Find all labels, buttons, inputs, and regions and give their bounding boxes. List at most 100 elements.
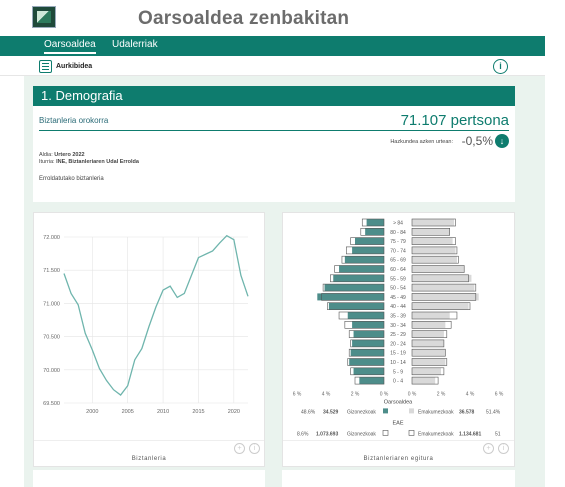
- female-bar: [412, 367, 441, 375]
- section-header: 1. Demografia: [33, 86, 515, 106]
- x-tick-label: 0 %: [380, 391, 389, 397]
- eae-male-outline: [338, 311, 385, 320]
- eae-female-outline: [411, 255, 459, 264]
- female-bar: [412, 330, 444, 338]
- eae-female-outline: [411, 283, 477, 292]
- female-bar: [412, 265, 465, 273]
- footer-label: Biztanleria: [131, 456, 167, 462]
- x-tick-label: 2000: [86, 409, 98, 415]
- app-logo[interactable]: [32, 6, 56, 28]
- female-bar: [412, 284, 475, 292]
- male-bar: [324, 284, 384, 292]
- age-group-label: 70 - 74: [390, 248, 406, 254]
- plus-icon[interactable]: +: [483, 443, 494, 454]
- age-group-label: 75 - 79: [390, 239, 406, 245]
- female-bar: [412, 358, 446, 366]
- male-bar: [353, 330, 384, 338]
- main-nav: Oarsoaldea Udalerriak: [0, 36, 545, 56]
- legend-count: 1.073.693: [316, 431, 338, 437]
- eae-male-outline: [350, 237, 385, 245]
- eae-female-outline: [411, 302, 471, 310]
- eae-female-outline: [411, 246, 458, 255]
- population-value: 71.107 pertsona: [400, 112, 509, 129]
- female-bar: [412, 302, 469, 310]
- eae-female-outline: [411, 237, 456, 245]
- age-group-label: 5 - 9: [393, 369, 403, 375]
- tab-udalerriak[interactable]: Udalerriak: [112, 39, 158, 50]
- arrow-down-icon: ↓: [495, 134, 509, 148]
- info-icon[interactable]: i: [493, 59, 508, 74]
- source-label: Iturria:: [39, 159, 55, 165]
- x-tick-label: 4 %: [466, 391, 475, 397]
- next-card-right: [282, 470, 515, 487]
- male-bar: [349, 358, 384, 366]
- list-icon: [39, 59, 52, 73]
- series-line: [63, 234, 249, 396]
- female-bar: [412, 293, 479, 301]
- age-group-label: 65 - 69: [390, 258, 406, 264]
- eae-male-outline: [330, 274, 385, 283]
- legend-label: Emakumezkoak: [418, 431, 454, 437]
- eae-male-outline: [354, 376, 385, 385]
- eae-female-outline: [411, 348, 446, 357]
- info-small-icon[interactable]: i: [249, 443, 260, 454]
- eae-female-outline: [411, 358, 448, 366]
- eae-male-outline: [334, 265, 385, 273]
- eae-male-outline: [321, 293, 385, 301]
- female-bar: [412, 274, 472, 282]
- female-bar: [412, 256, 457, 264]
- summary-button[interactable]: Aurkibidea: [39, 58, 92, 74]
- plus-icon[interactable]: +: [234, 443, 245, 454]
- eae-male-outline: [350, 339, 385, 348]
- legend-pct: 51: [495, 431, 501, 437]
- divider: [39, 130, 509, 131]
- population-label: Biztanleria orokorra: [39, 116, 109, 125]
- age-group-label: 45 - 49: [390, 295, 406, 301]
- eae-female-outline: [411, 218, 456, 227]
- legend-pct: 48.6%: [301, 409, 316, 415]
- age-group-label: 55 - 59: [390, 276, 406, 282]
- card-footer: + i Biztanleria: [34, 440, 264, 466]
- app-title: Oarsoaldea zenbakitan: [138, 8, 350, 29]
- eae-male-outline: [347, 358, 385, 366]
- legend-swatch-eae-female: [408, 430, 415, 436]
- next-card-left: [33, 470, 265, 487]
- eae-male-outline: [348, 348, 385, 357]
- male-bar: [352, 321, 384, 329]
- legend-label: Emakumezkoak: [418, 409, 454, 415]
- change-label: Hazkundea azken urtean:: [390, 139, 453, 145]
- info-small-icon[interactable]: i: [498, 443, 509, 454]
- eae-female-outline: [411, 274, 469, 283]
- male-bar: [365, 228, 384, 236]
- female-bar: [412, 312, 450, 319]
- legend-pct: 51.4%: [486, 409, 501, 415]
- x-tick-label: 2 %: [437, 391, 446, 397]
- eae-male-outline: [360, 228, 385, 236]
- age-group-label: 60 - 64: [390, 267, 406, 273]
- eae-male-outline: [345, 246, 385, 255]
- age-group-label: 40 - 44: [390, 304, 406, 310]
- legend-pct: 8.6%: [297, 431, 309, 437]
- legend-count: 34.529: [323, 409, 339, 415]
- male-bar: [350, 349, 384, 357]
- period-line: Aldia: Urtero 2022: [39, 152, 85, 158]
- eae-female-outline: [411, 228, 451, 236]
- footer-label: Biztanleriaren egitura: [363, 456, 434, 462]
- section-title: 1. Demografia: [41, 88, 123, 103]
- tab-oarsoaldea[interactable]: Oarsoaldea: [44, 39, 96, 54]
- female-bar: [412, 349, 446, 357]
- eae-male-outline: [322, 283, 385, 292]
- eae-male-outline: [344, 321, 385, 329]
- y-tick-label: 71.000: [43, 301, 60, 307]
- x-tick-label: 2 %: [351, 391, 360, 397]
- age-group-label: 0 - 4: [393, 379, 403, 385]
- male-bar: [353, 367, 384, 375]
- age-group-label: 15 - 19: [390, 351, 406, 357]
- age-group-label: > 84: [393, 221, 403, 227]
- female-bar: [412, 237, 453, 245]
- eae-female-outline: [411, 376, 439, 385]
- x-tick-label: 2010: [157, 409, 169, 415]
- female-bar: [412, 377, 436, 385]
- eae-male-outline: [350, 367, 385, 376]
- population-pyramid-chart: > 84 80 - 84 75 - 79 70 - 74 65 - 69 60 - 64 5…: [293, 218, 504, 437]
